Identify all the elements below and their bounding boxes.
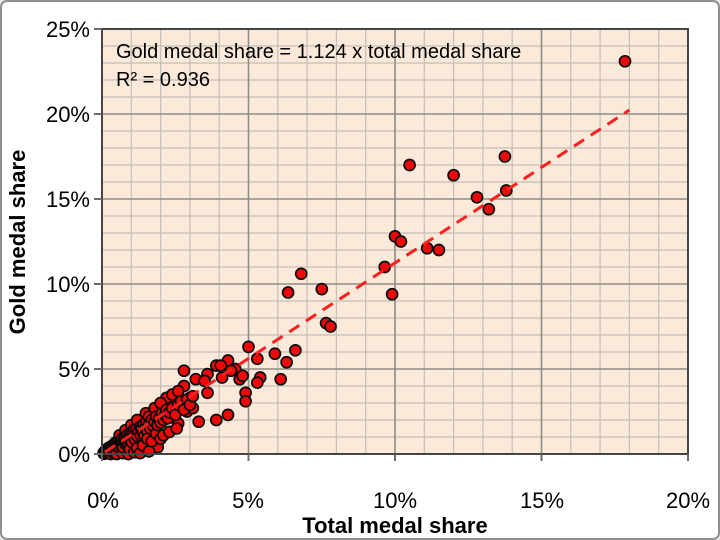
annotation-equation: Gold medal share = 1.124 x total medal s… — [116, 41, 521, 63]
data-point — [403, 158, 416, 172]
data-point — [394, 235, 408, 248]
data-point — [170, 422, 184, 435]
data-point — [209, 413, 223, 427]
data-point — [242, 340, 255, 354]
data-point — [221, 408, 235, 422]
data-point — [294, 267, 308, 281]
data-point — [324, 320, 337, 333]
data-point — [281, 286, 295, 299]
data-point — [289, 343, 302, 357]
axis-tick-marks — [94, 28, 689, 461]
data-point — [280, 355, 293, 369]
x-tick-label: 15% — [520, 488, 564, 513]
x-axis-title: Total medal share — [302, 513, 487, 538]
trend-line-group — [104, 108, 631, 454]
x-tick-label: 10% — [373, 488, 417, 513]
data-point — [250, 352, 264, 366]
annotation-r-squared: R² = 0.936 — [116, 69, 210, 91]
data-point — [171, 384, 185, 398]
y-tick-label: 0% — [58, 442, 90, 467]
data-point — [268, 347, 282, 361]
x-tick-label: 20% — [666, 488, 710, 513]
data-point — [192, 415, 206, 429]
major-gridlines — [102, 29, 688, 454]
data-point — [236, 369, 249, 383]
data-point — [315, 282, 329, 296]
data-point — [177, 364, 191, 378]
data-point — [432, 243, 446, 257]
trend-line — [104, 108, 631, 454]
y-tick-label: 5% — [58, 357, 90, 382]
data-point — [482, 202, 496, 216]
y-tick-label: 10% — [46, 272, 90, 297]
y-tick-label: 15% — [46, 187, 90, 212]
data-point — [498, 150, 512, 163]
y-tick-label: 20% — [46, 102, 90, 127]
data-point — [447, 168, 460, 182]
data-point — [470, 190, 484, 204]
y-tick-label: 25% — [46, 17, 90, 42]
data-point — [274, 372, 288, 386]
x-tick-label: 0% — [87, 488, 119, 513]
data-point — [618, 54, 632, 68]
data-point — [239, 394, 252, 408]
data-point — [385, 287, 399, 301]
x-tick-label: 5% — [232, 488, 264, 513]
y-axis-title: Gold medal share — [5, 150, 30, 335]
data-point — [214, 359, 228, 372]
data-point — [250, 376, 264, 389]
data-point — [201, 386, 214, 400]
